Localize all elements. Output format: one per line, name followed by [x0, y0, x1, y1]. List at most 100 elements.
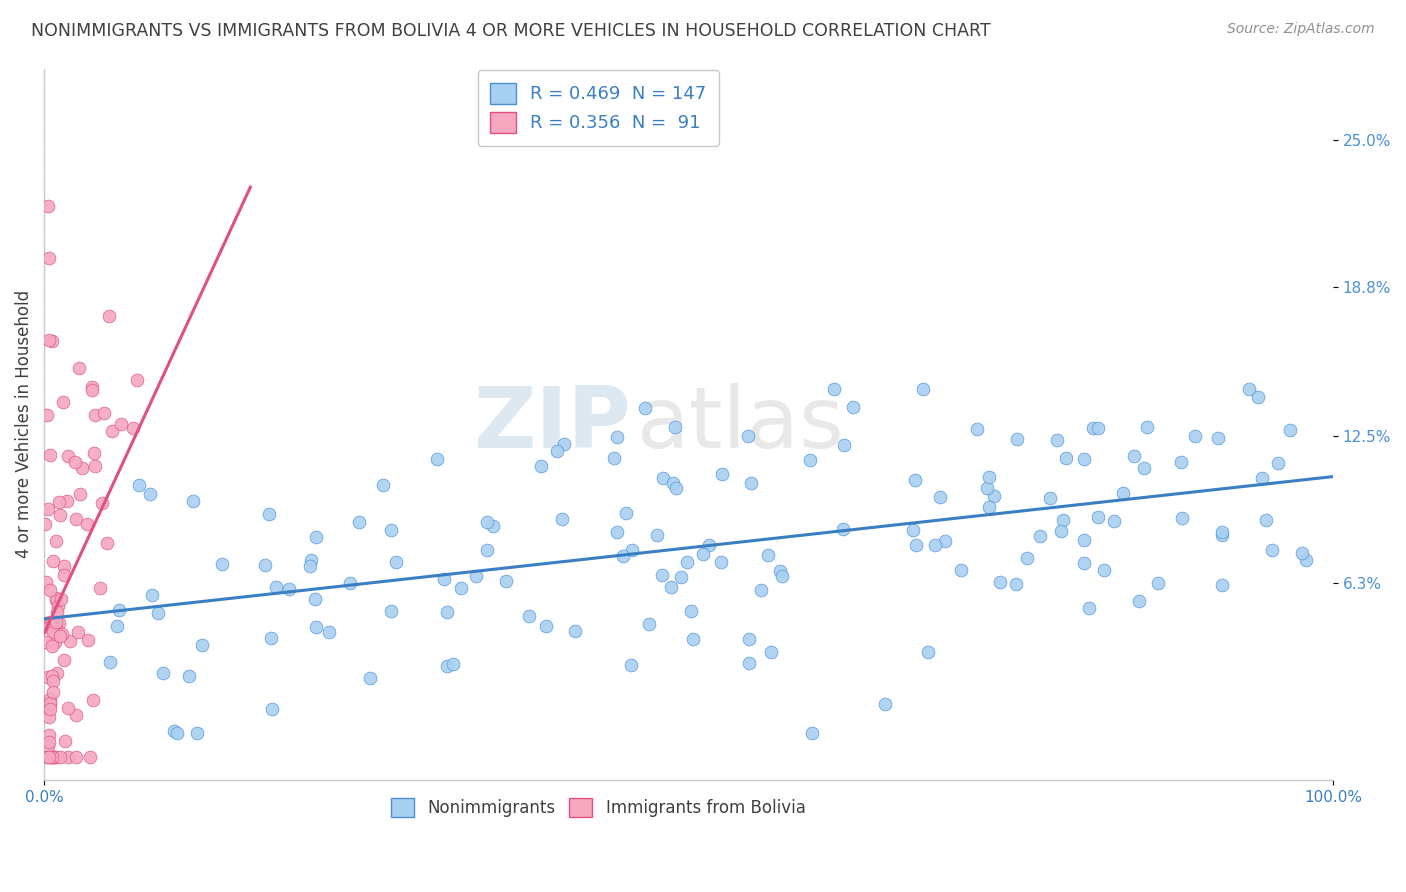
- Point: [770, 568, 793, 582]
- Point: [41, 639, 63, 653]
- Point: [299, 553, 322, 567]
- Point: [42, 749, 65, 764]
- Point: [1261, 542, 1284, 557]
- Point: [260, 631, 283, 645]
- Point: [634, 401, 657, 415]
- Point: [186, 726, 208, 740]
- Point: [1208, 431, 1230, 445]
- Point: [1295, 553, 1317, 567]
- Point: [38, 252, 60, 266]
- Point: [105, 618, 128, 632]
- Point: [1102, 514, 1125, 528]
- Point: [911, 382, 934, 396]
- Point: [983, 489, 1005, 503]
- Point: [179, 669, 201, 683]
- Point: [1170, 455, 1192, 469]
- Point: [38, 749, 60, 764]
- Point: [841, 400, 863, 414]
- Point: [1146, 575, 1168, 590]
- Point: [96, 535, 118, 549]
- Text: Source: ZipAtlas.com: Source: ZipAtlas.com: [1227, 22, 1375, 37]
- Point: [56, 493, 79, 508]
- Point: [1211, 524, 1233, 539]
- Point: [1123, 449, 1146, 463]
- Point: [100, 424, 122, 438]
- Point: [45, 621, 67, 635]
- Text: NONIMMIGRANTS VS IMMIGRANTS FROM BOLIVIA 4 OR MORE VEHICLES IN HOUSEHOLD CORRELA: NONIMMIGRANTS VS IMMIGRANTS FROM BOLIVIA…: [31, 22, 991, 40]
- Point: [42, 554, 65, 568]
- Point: [621, 543, 644, 558]
- Point: [1054, 450, 1077, 465]
- Point: [42, 625, 65, 640]
- Point: [49, 508, 72, 522]
- Point: [38, 729, 60, 743]
- Point: [475, 515, 498, 529]
- Point: [1017, 551, 1039, 566]
- Point: [97, 309, 120, 323]
- Point: [45, 749, 67, 764]
- Point: [141, 588, 163, 602]
- Legend: Nonimmigrants, Immigrants from Bolivia: Nonimmigrants, Immigrants from Bolivia: [382, 789, 814, 825]
- Point: [676, 555, 699, 569]
- Point: [37, 670, 59, 684]
- Point: [44, 749, 66, 764]
- Point: [441, 657, 464, 672]
- Point: [934, 533, 956, 548]
- Point: [39, 615, 62, 629]
- Point: [1005, 576, 1028, 591]
- Point: [620, 658, 643, 673]
- Point: [979, 500, 1001, 514]
- Point: [80, 383, 103, 397]
- Point: [183, 494, 205, 508]
- Point: [1267, 456, 1289, 470]
- Point: [614, 506, 637, 520]
- Point: [128, 477, 150, 491]
- Point: [70, 460, 93, 475]
- Point: [1039, 491, 1062, 505]
- Point: [1136, 420, 1159, 434]
- Point: [359, 671, 381, 685]
- Point: [82, 692, 104, 706]
- Point: [1291, 546, 1313, 560]
- Point: [976, 481, 998, 495]
- Point: [257, 508, 280, 522]
- Point: [710, 555, 733, 569]
- Point: [34, 615, 56, 630]
- Point: [38, 582, 60, 597]
- Point: [380, 604, 402, 618]
- Point: [553, 437, 575, 451]
- Point: [1211, 528, 1233, 542]
- Point: [740, 476, 762, 491]
- Point: [929, 491, 952, 505]
- Point: [482, 518, 505, 533]
- Point: [1087, 509, 1109, 524]
- Point: [349, 515, 371, 529]
- Point: [254, 558, 277, 572]
- Point: [1279, 423, 1302, 437]
- Point: [59, 633, 82, 648]
- Point: [465, 569, 488, 583]
- Y-axis label: 4 or more Vehicles in Household: 4 or more Vehicles in Household: [15, 291, 32, 558]
- Point: [371, 478, 394, 492]
- Point: [37, 502, 59, 516]
- Point: [832, 437, 855, 451]
- Point: [46, 599, 69, 613]
- Point: [139, 487, 162, 501]
- Point: [1087, 421, 1109, 435]
- Point: [53, 568, 76, 582]
- Point: [904, 474, 927, 488]
- Point: [339, 575, 361, 590]
- Point: [1050, 524, 1073, 539]
- Point: [1132, 461, 1154, 475]
- Point: [35, 575, 58, 590]
- Point: [264, 580, 287, 594]
- Point: [1211, 578, 1233, 592]
- Point: [41, 334, 63, 349]
- Point: [98, 656, 121, 670]
- Point: [34, 517, 56, 532]
- Point: [69, 487, 91, 501]
- Point: [949, 563, 972, 577]
- Point: [49, 629, 72, 643]
- Point: [638, 616, 661, 631]
- Point: [58, 449, 80, 463]
